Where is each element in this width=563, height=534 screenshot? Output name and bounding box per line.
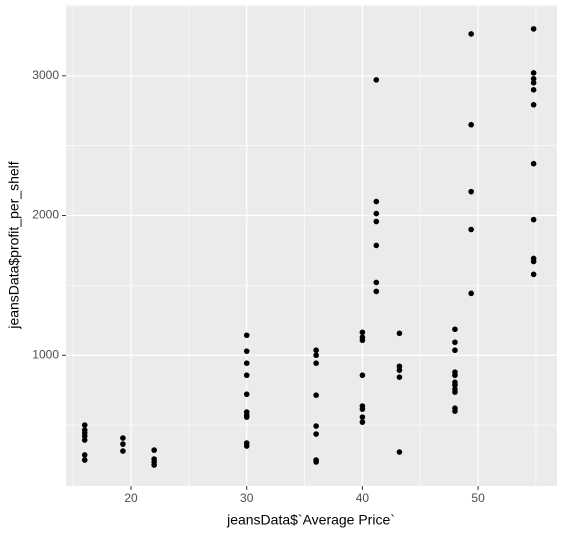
point <box>359 406 366 412</box>
point <box>452 372 458 379</box>
point <box>396 449 403 455</box>
x-tick-label: 20 <box>124 491 138 505</box>
point <box>120 435 126 441</box>
point <box>243 372 250 379</box>
point <box>452 389 458 395</box>
point <box>81 437 88 443</box>
point <box>452 339 458 346</box>
y-axis-title: jeansData$profit_per_shelf <box>6 161 22 329</box>
x-tick-label: 40 <box>356 491 370 505</box>
point <box>120 441 126 447</box>
point <box>359 419 366 425</box>
point <box>313 352 319 359</box>
point <box>468 226 474 233</box>
point <box>373 242 380 249</box>
point <box>81 457 88 463</box>
point <box>359 329 366 336</box>
point <box>530 216 537 223</box>
point <box>396 330 403 337</box>
y-tick-label: 3000 <box>32 68 59 82</box>
point <box>151 447 157 453</box>
point <box>452 347 458 354</box>
point <box>313 360 319 367</box>
point <box>359 414 366 420</box>
point <box>359 337 366 344</box>
point <box>530 271 537 278</box>
point <box>452 382 458 388</box>
point <box>313 459 319 465</box>
point <box>468 188 474 195</box>
panel-background <box>66 5 557 486</box>
point <box>243 391 250 398</box>
point <box>530 70 537 76</box>
point <box>530 160 537 167</box>
point <box>373 198 380 205</box>
point <box>373 288 380 295</box>
point <box>313 392 319 398</box>
point <box>313 423 319 429</box>
x-tick-label: 50 <box>471 491 485 505</box>
point <box>396 363 403 370</box>
point <box>243 360 250 367</box>
point <box>243 348 250 354</box>
point <box>81 433 88 439</box>
point <box>359 372 366 379</box>
point <box>243 332 250 339</box>
point <box>313 431 319 437</box>
point <box>530 75 537 82</box>
point <box>81 452 88 458</box>
point <box>530 258 537 265</box>
point <box>373 279 380 286</box>
point <box>530 101 537 108</box>
point <box>396 367 403 373</box>
point <box>373 218 380 225</box>
point <box>243 414 250 420</box>
point <box>530 87 537 93</box>
point <box>396 374 403 380</box>
point <box>452 408 458 414</box>
x-axis-title: jeansData$`Average Price` <box>226 512 395 528</box>
point <box>373 77 380 83</box>
point <box>313 347 319 354</box>
point <box>243 443 250 449</box>
point <box>468 290 474 297</box>
point <box>452 326 458 333</box>
x-tick-label: 30 <box>240 491 254 505</box>
point <box>468 121 474 128</box>
y-tick-label: 1000 <box>32 347 59 361</box>
point <box>468 31 474 37</box>
point <box>373 210 380 217</box>
point <box>120 448 126 454</box>
point <box>81 422 88 428</box>
point <box>530 26 537 32</box>
point <box>530 80 537 86</box>
y-tick-label: 2000 <box>32 208 59 222</box>
point <box>151 462 157 468</box>
